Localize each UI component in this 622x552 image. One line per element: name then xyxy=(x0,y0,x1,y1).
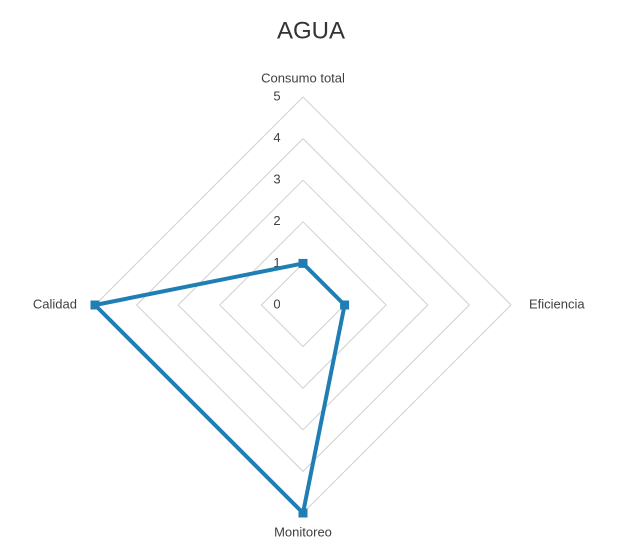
grid-ring xyxy=(177,179,429,431)
r-tick-label: 0 xyxy=(273,296,280,311)
grid-ring xyxy=(94,96,512,514)
data-point xyxy=(298,508,308,518)
r-tick-label: 1 xyxy=(273,255,280,270)
r-tick-label: 4 xyxy=(273,130,280,145)
data-point xyxy=(340,300,350,310)
r-tick-label: 3 xyxy=(273,172,280,187)
category-label: Consumo total xyxy=(261,70,345,85)
data-point xyxy=(298,258,308,268)
chart-title: AGUA xyxy=(277,17,345,44)
category-label: Monitoreo xyxy=(274,524,332,539)
r-tick-label: 2 xyxy=(273,213,280,228)
data-point xyxy=(90,300,100,310)
grid-ring xyxy=(135,137,471,473)
r-tick-label: 5 xyxy=(273,88,280,103)
grid-ring xyxy=(219,221,387,389)
category-label: Calidad xyxy=(33,296,77,311)
category-label: Eficiencia xyxy=(529,296,585,311)
